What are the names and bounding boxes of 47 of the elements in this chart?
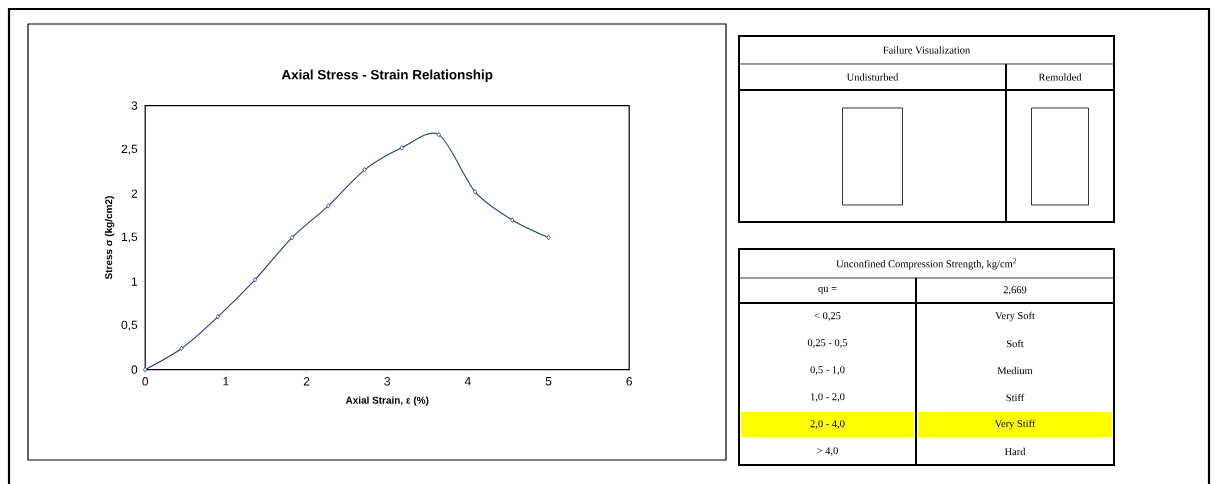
y-axis-title: Stress σ (kg/cm2) — [104, 196, 115, 280]
y-tick-label: 1,5 — [121, 232, 138, 243]
point — [473, 189, 478, 195]
category-label: Remolded — [1038, 73, 1082, 81]
x-tick-label: 5 — [545, 377, 552, 386]
text: Unconfined Compression Strength, kg/cm$^{2}$ — [836, 258, 1017, 270]
point — [326, 203, 331, 209]
point — [179, 345, 184, 352]
text: 1,0 - 2,0 — [810, 393, 845, 402]
text: 0,5 - 1,0 — [810, 366, 845, 375]
point — [215, 314, 220, 320]
text: 2,669 — [1003, 286, 1027, 295]
point — [510, 217, 515, 223]
point — [143, 366, 148, 373]
point — [252, 277, 258, 283]
y-tick-label: 2,5 — [121, 144, 138, 155]
text: Very Soft — [995, 311, 1035, 322]
x-tick-label: 4 — [464, 377, 471, 386]
point — [362, 167, 367, 173]
text: Medium — [997, 366, 1033, 375]
text: 0,25 - 0,5 — [807, 339, 848, 348]
x-tick-label: 1 — [223, 377, 229, 386]
category-label: Undisturbed — [846, 73, 899, 81]
y-tick-label: 2 — [131, 189, 138, 198]
text: < 0,25 — [814, 312, 841, 321]
x-tick-label: 3 — [384, 377, 391, 386]
text: Failure Visualization — [883, 46, 971, 54]
y-tick-label: 0 — [131, 365, 138, 374]
y-tick-label: 1 — [131, 277, 138, 286]
x-axis-title: Axial Strain, ε (%) — [345, 396, 429, 406]
point — [399, 145, 404, 151]
text: qu = — [818, 286, 837, 295]
text: Soft — [1006, 339, 1024, 348]
y-tick-label: 0,5 — [121, 320, 138, 331]
x-tick-label: 6 — [626, 377, 632, 386]
text: Stiff — [1006, 393, 1025, 402]
text: 2,0 - 4,0 — [810, 420, 845, 429]
x-tick-label: 0 — [142, 377, 149, 386]
point — [289, 234, 295, 241]
point — [436, 131, 441, 138]
x-tick-label: 2 — [303, 377, 310, 386]
chart-title: Axial Stress - Strain Relationship — [281, 69, 493, 83]
point — [546, 234, 551, 241]
text: Hard — [1004, 447, 1026, 456]
text: Very Stiff — [994, 419, 1036, 430]
y-tick-label: 3 — [131, 101, 138, 110]
text: > 4,0 — [817, 447, 838, 456]
